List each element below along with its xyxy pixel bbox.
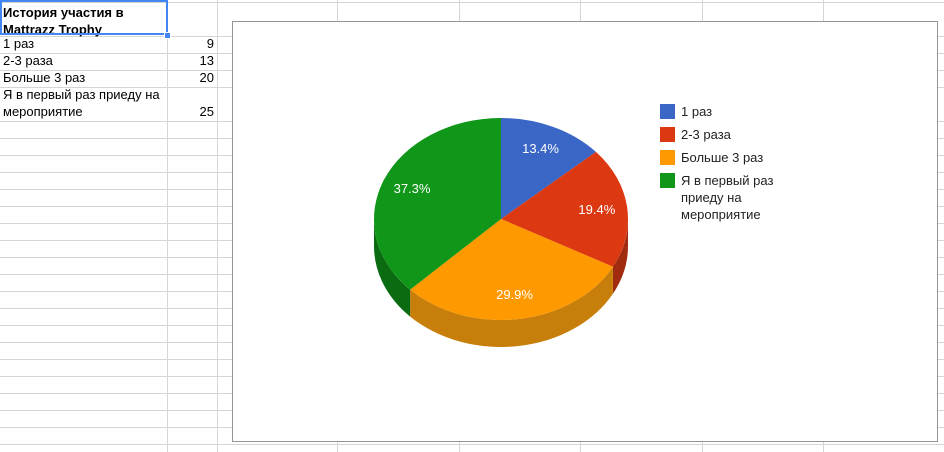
legend-item-2: 2-3 раза [660, 127, 781, 144]
cell-row-label-3[interactable]: Больше 3 раз [3, 70, 86, 85]
pie-percent-label-3: 37.3% [394, 181, 431, 196]
pie-slice-side-1 [612, 219, 628, 294]
pie-percent-label-0: 13.4% [522, 141, 559, 156]
chart-area[interactable]: 13.4% 19.4% 29.9% 37.3% 1 раз 2-3 раза Боль… [232, 21, 938, 442]
cell-row-value-2[interactable]: 13 [199, 53, 214, 68]
chart-legend: 1 раз 2-3 раза Больше 3 раз Я в первый р… [660, 104, 781, 230]
cell-row-label-4[interactable]: Я в первый раз приеду на мероприятие [3, 87, 160, 119]
legend-item-4: Я в первый раз приеду на мероприятие [660, 173, 781, 224]
pie-percent-label-2: 29.9% [496, 287, 533, 302]
legend-label-1: 1 раз [681, 104, 713, 119]
pie-slice-1[interactable] [501, 151, 628, 267]
pie-slice-3[interactable] [374, 118, 501, 290]
cell-row-label-1[interactable]: 1 раз [3, 36, 35, 51]
cell-row-value-3[interactable]: 20 [199, 70, 214, 85]
legend-swatch-blue-icon [660, 104, 675, 119]
pie-slice-2[interactable] [410, 219, 613, 320]
legend-item-1: 1 раз [660, 104, 781, 121]
legend-item-3: Больше 3 раз [660, 150, 781, 167]
pie-slice-0[interactable] [501, 118, 596, 219]
legend-swatch-orange-icon [660, 150, 675, 165]
pie-slice-side-3 [374, 219, 411, 317]
pie-slice-side-2 [410, 266, 613, 348]
legend-label-2: 2-3 раза [681, 127, 731, 142]
legend-swatch-red-icon [660, 127, 675, 142]
selection-fill-handle[interactable] [164, 32, 171, 39]
pie-percent-label-1: 19.4% [578, 202, 615, 217]
pie-chart: 13.4% 19.4% 29.9% 37.3% [374, 118, 628, 348]
legend-label-4: Я в первый раз приеду на мероприятие [681, 173, 774, 222]
legend-label-3: Больше 3 раз [681, 150, 764, 165]
cell-row-label-2[interactable]: 2-3 раза [3, 53, 53, 68]
cell-row-value-4[interactable]: 25 [199, 104, 214, 119]
legend-swatch-green-icon [660, 173, 675, 188]
cell-row-value-1[interactable]: 9 [206, 36, 214, 51]
cell-a1-title[interactable]: История участия в Mattrazz Trophy [3, 5, 124, 37]
